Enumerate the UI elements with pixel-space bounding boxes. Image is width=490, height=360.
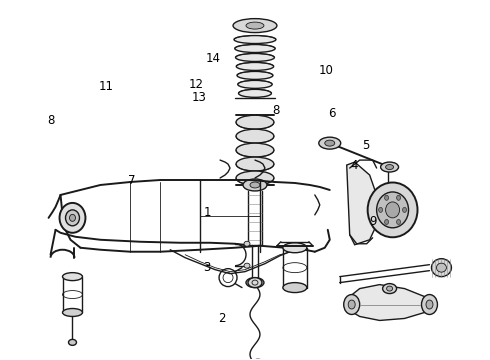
Ellipse shape: [386, 202, 399, 218]
Ellipse shape: [244, 263, 250, 268]
Ellipse shape: [348, 300, 355, 309]
Ellipse shape: [403, 207, 407, 212]
Ellipse shape: [69, 339, 76, 345]
Ellipse shape: [426, 300, 433, 309]
Ellipse shape: [383, 284, 396, 293]
Text: 8: 8: [272, 104, 279, 117]
Ellipse shape: [248, 278, 262, 288]
Ellipse shape: [387, 286, 392, 291]
Ellipse shape: [396, 220, 400, 224]
Ellipse shape: [246, 22, 264, 29]
Ellipse shape: [396, 195, 400, 200]
Ellipse shape: [432, 259, 451, 276]
Ellipse shape: [243, 179, 267, 191]
Text: 2: 2: [218, 311, 225, 325]
Ellipse shape: [283, 243, 307, 253]
Ellipse shape: [343, 294, 360, 315]
Ellipse shape: [236, 143, 274, 157]
Polygon shape: [350, 285, 429, 320]
Ellipse shape: [235, 45, 275, 53]
Text: 13: 13: [191, 91, 206, 104]
Ellipse shape: [251, 359, 265, 360]
Text: 4: 4: [350, 159, 358, 172]
Text: 14: 14: [206, 51, 221, 64]
Ellipse shape: [379, 207, 383, 212]
Ellipse shape: [239, 89, 271, 97]
Ellipse shape: [381, 162, 398, 172]
Ellipse shape: [236, 157, 274, 171]
Ellipse shape: [421, 294, 438, 315]
Ellipse shape: [368, 183, 417, 237]
Ellipse shape: [59, 203, 85, 233]
Ellipse shape: [437, 263, 446, 272]
Ellipse shape: [237, 71, 273, 80]
Ellipse shape: [383, 200, 392, 208]
Ellipse shape: [283, 283, 307, 293]
Text: 10: 10: [318, 64, 333, 77]
Ellipse shape: [236, 115, 274, 129]
Ellipse shape: [244, 241, 250, 246]
Ellipse shape: [386, 165, 393, 170]
Ellipse shape: [236, 171, 274, 185]
Text: 12: 12: [189, 78, 204, 91]
Ellipse shape: [236, 54, 274, 62]
Text: 7: 7: [128, 174, 135, 186]
Text: 5: 5: [362, 139, 369, 152]
Ellipse shape: [233, 19, 277, 32]
Text: 8: 8: [47, 114, 54, 127]
Text: 9: 9: [369, 215, 377, 228]
Polygon shape: [347, 162, 380, 245]
Ellipse shape: [325, 140, 335, 146]
Ellipse shape: [246, 278, 264, 288]
Ellipse shape: [238, 80, 272, 88]
Ellipse shape: [63, 309, 82, 316]
Ellipse shape: [250, 182, 260, 188]
Ellipse shape: [251, 280, 259, 285]
Text: 1: 1: [203, 206, 211, 219]
Ellipse shape: [319, 137, 341, 149]
Ellipse shape: [385, 195, 389, 200]
Text: 3: 3: [203, 261, 211, 274]
Ellipse shape: [377, 192, 409, 228]
Ellipse shape: [70, 214, 75, 221]
Ellipse shape: [385, 220, 389, 224]
Ellipse shape: [234, 36, 276, 44]
Ellipse shape: [63, 273, 82, 280]
Ellipse shape: [236, 62, 274, 71]
Ellipse shape: [384, 219, 392, 226]
Text: 11: 11: [98, 80, 113, 93]
Ellipse shape: [66, 210, 79, 226]
Ellipse shape: [236, 129, 274, 143]
Text: 6: 6: [328, 107, 336, 120]
